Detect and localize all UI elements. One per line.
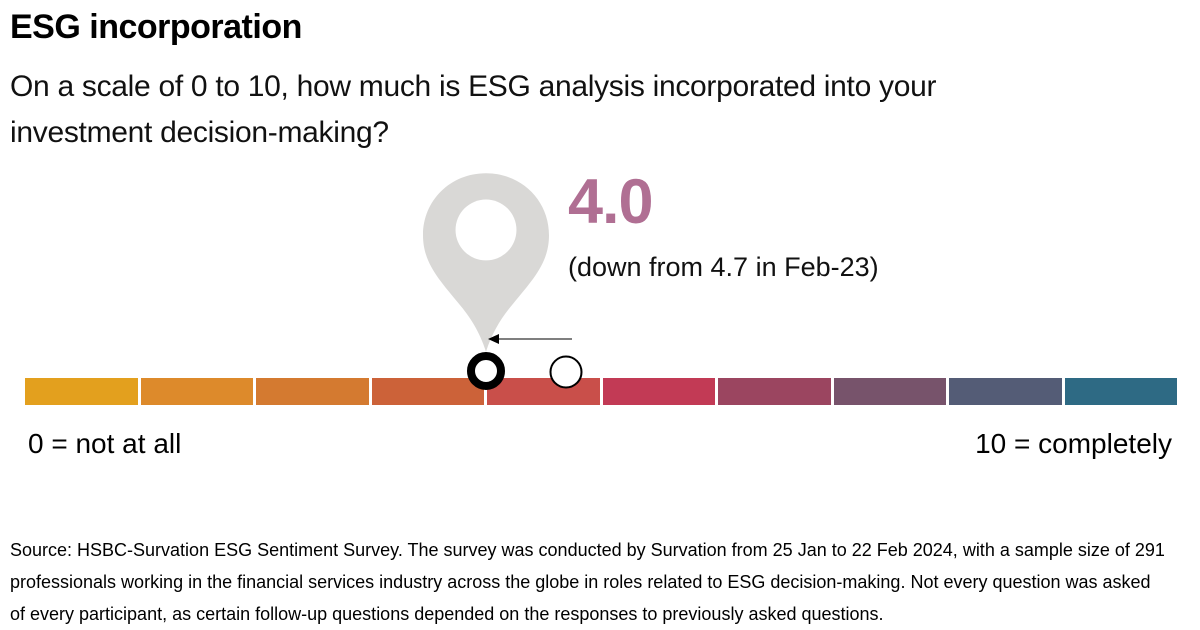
- scale-segment-4: [487, 378, 600, 405]
- current-value-marker: [466, 352, 505, 390]
- change-arrow: [487, 332, 573, 346]
- arrow-head-icon: [487, 334, 499, 344]
- scale-segment-7: [833, 378, 946, 405]
- scale-max-label: 10 = completely: [975, 428, 1172, 459]
- survey-question: On a scale of 0 to 10, how much is ESG a…: [10, 70, 937, 149]
- change-note: (down from 4.7 in Feb-23): [568, 252, 879, 282]
- scale-segment-8: [949, 378, 1062, 405]
- scale-segment-6: [718, 378, 831, 405]
- scale-segment-2: [256, 378, 369, 405]
- scale-min-label: 0 = not at all: [28, 428, 182, 459]
- scale-segment-1: [140, 378, 253, 405]
- current-value: 4.0: [568, 167, 654, 237]
- map-pin-icon: [422, 173, 549, 352]
- pin-body: [422, 173, 549, 352]
- arrow-line: [498, 338, 573, 340]
- scale-segment-3: [371, 378, 484, 405]
- page-title: ESG incorporation: [10, 8, 302, 46]
- pin-hole: [455, 199, 517, 261]
- scale-segment-5: [602, 378, 715, 405]
- scale-segment-0: [25, 378, 138, 405]
- scale-bar: [25, 378, 1177, 405]
- source-note: Source: HSBC-Survation ESG Sentiment Sur…: [10, 540, 1165, 624]
- scale-segment-9: [1064, 378, 1177, 405]
- previous-value-marker: [549, 355, 583, 389]
